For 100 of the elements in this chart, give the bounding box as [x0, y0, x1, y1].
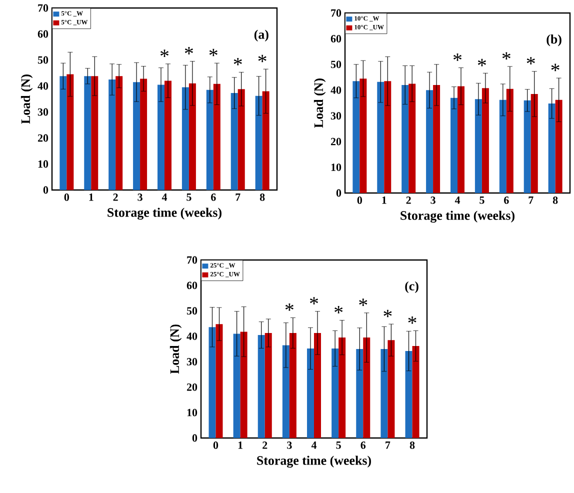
bar [499, 100, 506, 193]
bar [262, 91, 270, 190]
bar [530, 94, 538, 193]
y-tick-label: 20 [186, 383, 198, 391]
bar [182, 87, 189, 190]
annotation: * [310, 297, 318, 304]
bar [213, 84, 220, 190]
x-tick-label: 8 [260, 194, 265, 201]
y-tick-label: 50 [330, 60, 342, 68]
bar [408, 84, 416, 193]
y-axis-title: Load (N) [170, 324, 182, 374]
x-tick-label: 5 [186, 194, 192, 201]
x-tick-label: 0 [213, 442, 218, 449]
bar [450, 98, 458, 193]
y-tick-label: 50 [186, 307, 198, 315]
y-tick-label: 60 [186, 282, 198, 290]
bar [116, 76, 123, 190]
bar [524, 100, 531, 193]
bar [216, 324, 223, 438]
bar [289, 332, 296, 438]
bar [338, 338, 346, 438]
x-tick-label: 3 [138, 194, 142, 201]
bar [380, 349, 388, 438]
x-axis-title: Storage time (weeks) [108, 208, 222, 220]
x-tick-label: 0 [64, 194, 69, 201]
x-tick-label: 0 [357, 196, 362, 204]
annotation: * [502, 52, 510, 60]
bar [157, 84, 164, 190]
bar [405, 351, 412, 438]
x-tick-label: 3 [287, 442, 292, 449]
bar [482, 88, 489, 193]
bar [332, 348, 339, 438]
annotation: * [551, 64, 560, 72]
y-tick-label: 60 [330, 35, 342, 42]
bar [474, 99, 482, 193]
bar [426, 90, 434, 193]
bar [307, 348, 314, 438]
x-axis-title: Storage time (weeks) [400, 210, 514, 223]
annotation: * [258, 54, 266, 62]
bar [314, 332, 321, 438]
y-tick-label: 20 [38, 134, 48, 142]
y-axis-title: Load (N) [20, 74, 33, 124]
bar [433, 84, 440, 193]
bar [66, 74, 74, 190]
annotation: (c) [405, 281, 418, 294]
y-tick-label: 30 [330, 112, 342, 120]
bar [60, 76, 67, 190]
bar [360, 78, 367, 193]
annotation: * [384, 310, 392, 318]
bar [506, 88, 514, 193]
y-tick-label: 10 [331, 164, 342, 171]
bar [164, 80, 172, 190]
bar [402, 84, 409, 193]
x-tick-label: 6 [504, 196, 509, 204]
x-tick-label: 4 [454, 196, 460, 204]
y-axis-title: Load (N) [314, 78, 326, 128]
bar [206, 90, 214, 190]
bar [84, 76, 92, 190]
bar [384, 81, 392, 193]
bar [238, 89, 245, 190]
bar [230, 93, 238, 190]
annotation: * [285, 303, 294, 311]
y-tick-label: 30 [38, 108, 48, 116]
bar [412, 346, 420, 438]
annotation: * [359, 298, 368, 306]
annotation: * [453, 54, 462, 61]
bar [264, 332, 272, 438]
x-tick-label: 1 [238, 442, 242, 449]
y-tick-label: 40 [186, 332, 198, 340]
x-tick-label: 1 [382, 196, 386, 204]
bar [233, 334, 240, 438]
bar [208, 327, 216, 438]
y-tick-label: 10 [187, 408, 198, 416]
annotation: (b) [546, 34, 562, 46]
annotation: * [478, 58, 486, 66]
annotation: * [234, 58, 242, 66]
x-axis-title: Storage time (weeks) [257, 456, 371, 468]
x-tick-label: 2 [113, 194, 118, 201]
y-tick-label: 50 [38, 56, 48, 64]
y-tick-label: 70 [187, 256, 198, 264]
annotation: * [408, 316, 416, 324]
x-tick-label: 7 [528, 196, 534, 204]
x-tick-label: 7 [236, 194, 240, 201]
annotation: * [526, 57, 535, 64]
bar [548, 104, 556, 193]
bar [258, 335, 265, 438]
bar [240, 332, 248, 438]
bar [282, 345, 290, 438]
y-tick-label: 30 [186, 358, 198, 366]
bar [91, 76, 98, 190]
bar [352, 81, 360, 193]
x-tick-label: 5 [480, 196, 484, 204]
x-tick-label: 7 [386, 442, 390, 449]
bar [458, 86, 464, 193]
x-tick-label: 3 [430, 196, 436, 204]
x-tick-label: 6 [211, 194, 216, 201]
annotation: * [334, 306, 343, 314]
y-tick-label: 10 [38, 160, 48, 168]
x-tick-label: 2 [262, 442, 268, 449]
bar [140, 78, 148, 190]
